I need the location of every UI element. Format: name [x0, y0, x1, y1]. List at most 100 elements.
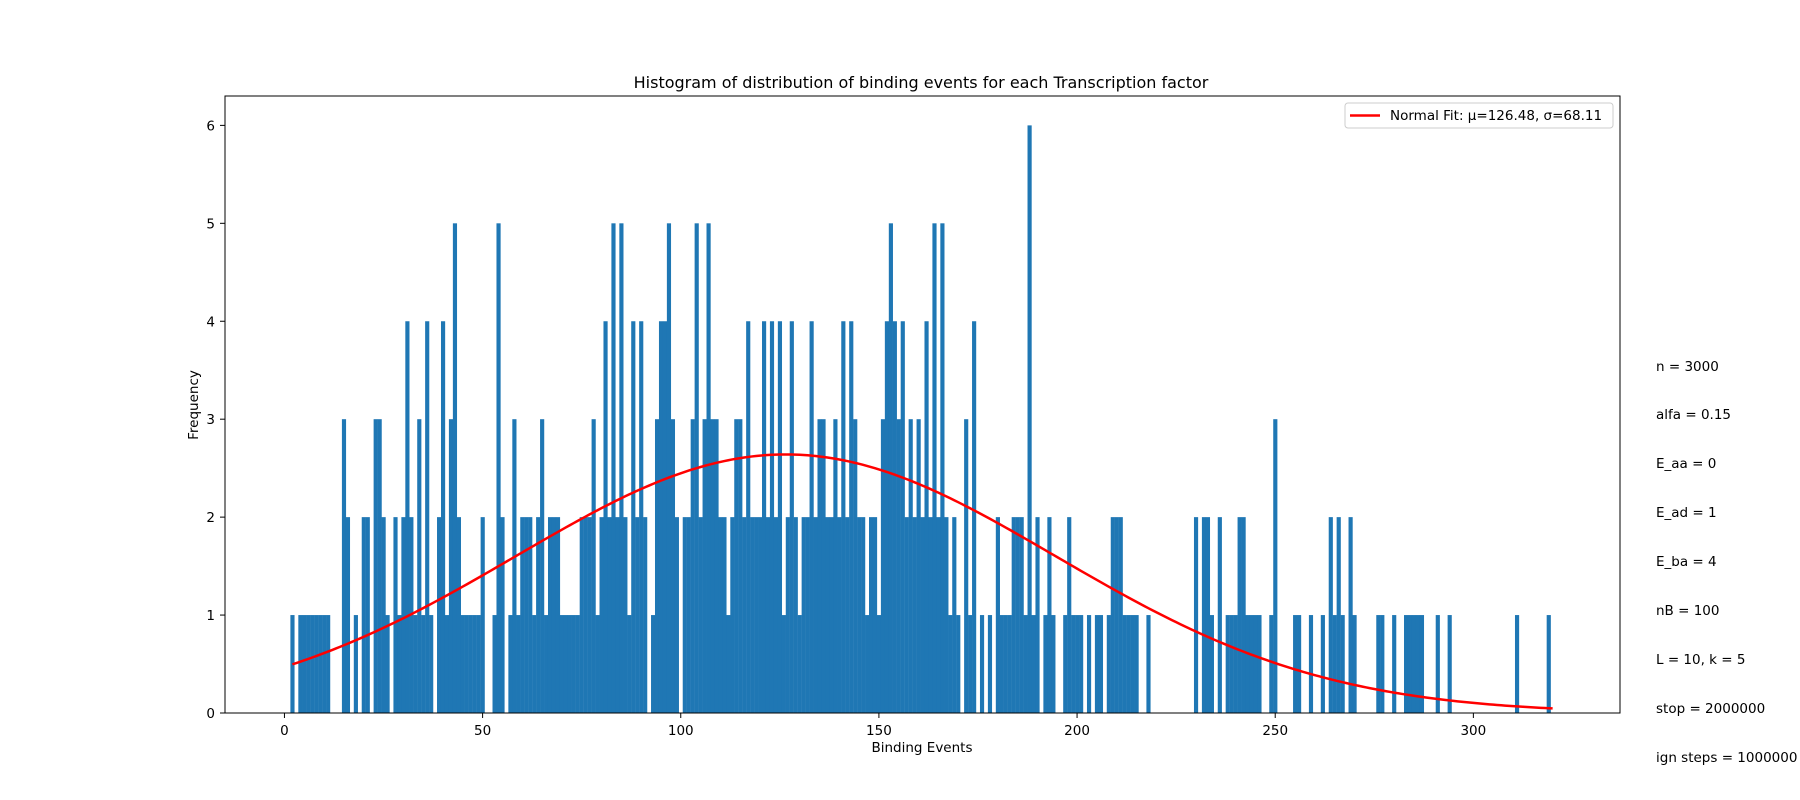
param-line: E_aa = 0 [1656, 456, 1717, 473]
histogram-bar [599, 517, 604, 713]
histogram-bar [662, 321, 668, 713]
histogram-bar [936, 517, 941, 713]
y-tick-label: 3 [206, 412, 215, 428]
histogram-bar [1043, 615, 1048, 713]
histogram-bar [1514, 615, 1520, 713]
histogram-bar [1233, 615, 1238, 713]
histogram-bar [1130, 615, 1135, 713]
histogram-bar [373, 419, 378, 713]
y-tick-label: 1 [206, 608, 215, 624]
histogram-bar [322, 615, 327, 713]
histogram-bar [924, 321, 929, 713]
histogram-bar [1118, 517, 1123, 713]
histogram-bar [393, 517, 398, 713]
histogram-bar [1019, 517, 1024, 713]
histogram-bar [1114, 517, 1119, 713]
histogram-bar [857, 517, 862, 713]
histogram-bar [361, 517, 366, 713]
x-tick-label: 300 [1460, 723, 1486, 739]
histogram-bar [837, 517, 842, 713]
histogram-bar [1336, 517, 1341, 713]
histogram-bar [623, 517, 628, 713]
histogram-bar [686, 517, 691, 713]
histogram-bar [413, 615, 418, 713]
histogram-bar [789, 321, 794, 713]
histogram-bar [900, 321, 905, 713]
histogram-bar [587, 517, 592, 713]
histogram-bar [738, 419, 743, 713]
histogram-bar [908, 419, 913, 713]
x-tick-label: 100 [668, 723, 694, 739]
histogram-bar [1007, 615, 1012, 713]
histogram-bar [591, 419, 596, 713]
histogram-bar [896, 419, 901, 713]
histogram-bar [619, 223, 624, 713]
histogram-bar [773, 517, 779, 713]
param-line: ign steps = 1000000 [1656, 749, 1798, 766]
histogram-bar [948, 615, 953, 713]
histogram-bar [1201, 517, 1207, 713]
histogram-bar [1546, 615, 1551, 713]
x-tick-label: 50 [474, 723, 491, 739]
histogram-bar [797, 615, 802, 713]
histogram-bar [579, 517, 584, 713]
histogram-bar [540, 419, 545, 713]
histogram-bar [904, 517, 909, 713]
histogram-bar [1122, 615, 1127, 713]
histogram-bar [559, 615, 565, 713]
histogram-bar [1332, 615, 1337, 713]
histogram-bar [1003, 615, 1008, 713]
histogram-bar [765, 517, 771, 713]
histogram-bar [452, 223, 458, 713]
histogram-bar [1110, 517, 1115, 713]
histogram-bar [1293, 615, 1298, 713]
histogram-bar [805, 517, 810, 713]
normal-fit-curve [291, 453, 1553, 710]
histogram-bar [813, 517, 818, 713]
histogram-bar [861, 517, 866, 713]
plot-frame [224, 95, 1621, 714]
histogram-bar [912, 517, 917, 713]
histogram-bar [853, 419, 858, 713]
histogram-bar [995, 517, 1000, 713]
histogram-bar [635, 517, 640, 713]
histogram-bar [785, 517, 790, 713]
param-line: nB = 100 [1656, 603, 1720, 620]
histogram-bar [1237, 517, 1242, 713]
histogram-bar [916, 419, 921, 713]
y-tick-label: 2 [206, 510, 215, 526]
histogram-bar [595, 615, 600, 713]
histogram-bar [631, 321, 636, 713]
legend: Normal Fit: μ=126.48, σ=68.11 [1344, 102, 1614, 129]
histogram-bar [845, 517, 850, 713]
y-axis-label: Frequency [186, 370, 202, 440]
histogram-bar [1415, 615, 1421, 713]
histogram-bar [417, 419, 422, 713]
histogram-bar [555, 517, 561, 713]
histogram-bar [1328, 517, 1333, 713]
histogram-bar [841, 321, 846, 713]
x-axis-label: Binding Events [871, 740, 972, 756]
histogram-bar [801, 517, 806, 713]
histogram-bar [429, 615, 434, 713]
histogram-bar [468, 615, 473, 713]
histogram-bar [536, 517, 541, 713]
x-tick-label: 250 [1262, 723, 1288, 739]
chart-title: Histogram of distribution of binding eve… [634, 73, 1209, 92]
histogram-bar [1419, 615, 1425, 713]
histogram-bar [1225, 615, 1230, 713]
histogram-bar [508, 615, 513, 713]
histogram-bar [762, 321, 767, 713]
histogram-bar [643, 517, 648, 713]
histogram-bar [1051, 615, 1056, 713]
histogram-bar [611, 223, 616, 713]
histogram-bar [750, 517, 755, 713]
histogram-bar [1435, 615, 1440, 713]
histogram-bar [318, 615, 323, 713]
histogram-bar [563, 615, 568, 713]
histogram-bar [730, 517, 735, 713]
histogram-bar [460, 615, 465, 713]
histogram-bar [520, 517, 525, 713]
histogram-bar [397, 615, 402, 713]
histogram-bar [1071, 615, 1076, 713]
